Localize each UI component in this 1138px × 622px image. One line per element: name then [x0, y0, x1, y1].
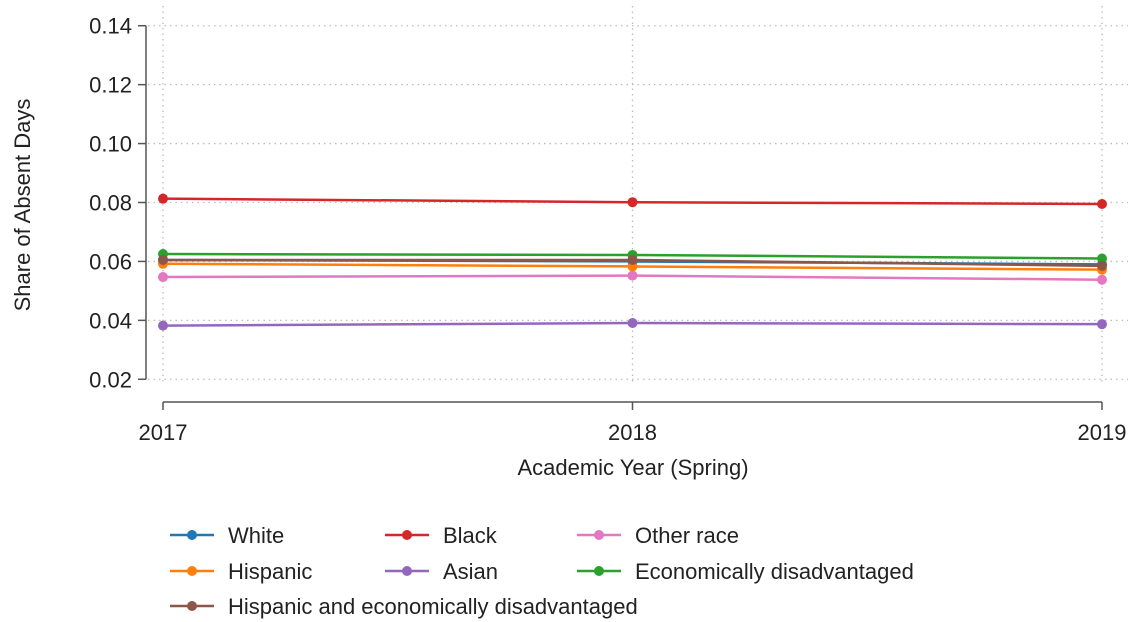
legend-label: White: [228, 523, 284, 548]
data-point: [158, 320, 168, 331]
y-tick-label: 0.02: [89, 367, 132, 392]
y-axis-title: Share of Absent Days: [10, 99, 35, 312]
data-point: [1097, 260, 1107, 271]
grid-lines: [148, 6, 1128, 384]
legend-swatch-marker: [187, 566, 197, 576]
legend-swatch-marker: [594, 530, 604, 540]
data-point: [627, 197, 638, 208]
data-point: [158, 254, 168, 265]
legend-item: White: [170, 523, 284, 548]
legend-item: Hispanic and economically disadvantaged: [170, 594, 638, 619]
data-point: [627, 254, 638, 265]
data-point: [1097, 319, 1107, 330]
axes: 0.02 0.04 0.06 0.08 0.10 0.12 0.14 2017 2018 2019: [89, 14, 1126, 445]
legend-swatch-marker: [187, 601, 197, 611]
y-tick-label: 0.08: [89, 191, 132, 216]
y-tick-label: 0.14: [89, 14, 132, 39]
x-tick-label: 2018: [608, 420, 657, 445]
legend-item: Asian: [385, 559, 498, 584]
x-tick-label: 2017: [139, 420, 188, 445]
y-tick-label: 0.10: [89, 132, 132, 157]
y-tick-label: 0.04: [89, 308, 132, 333]
y-tick-label: 0.12: [89, 73, 132, 98]
legend-label: Asian: [443, 559, 498, 584]
series-layer: [158, 193, 1107, 331]
data-point: [627, 317, 638, 328]
legend-swatch-marker: [594, 566, 604, 576]
legend-label: Hispanic: [228, 559, 312, 584]
x-axis-title: Academic Year (Spring): [517, 455, 748, 480]
data-point: [1097, 274, 1107, 285]
data-point: [627, 270, 638, 281]
y-tick-label: 0.06: [89, 249, 132, 274]
legend-item: Economically disadvantaged: [577, 559, 914, 584]
data-point: [1097, 198, 1107, 209]
legend-swatch-marker: [402, 530, 412, 540]
legend-item: Other race: [577, 523, 739, 548]
data-point: [1097, 253, 1107, 264]
legend-label: Hispanic and economically disadvantaged: [228, 594, 638, 619]
data-point: [158, 193, 168, 204]
legend-item: Black: [385, 523, 498, 548]
legend-swatch-marker: [402, 566, 412, 576]
x-tick-label: 2019: [1078, 420, 1127, 445]
legend-item: Hispanic: [170, 559, 312, 584]
legend-swatch-marker: [187, 530, 197, 540]
legend-label: Black: [443, 523, 498, 548]
legend: White Black Other race Hispanic Asian Economi…: [170, 523, 914, 619]
legend-label: Other race: [635, 523, 739, 548]
data-point: [158, 272, 168, 283]
legend-label: Economically disadvantaged: [635, 559, 914, 584]
